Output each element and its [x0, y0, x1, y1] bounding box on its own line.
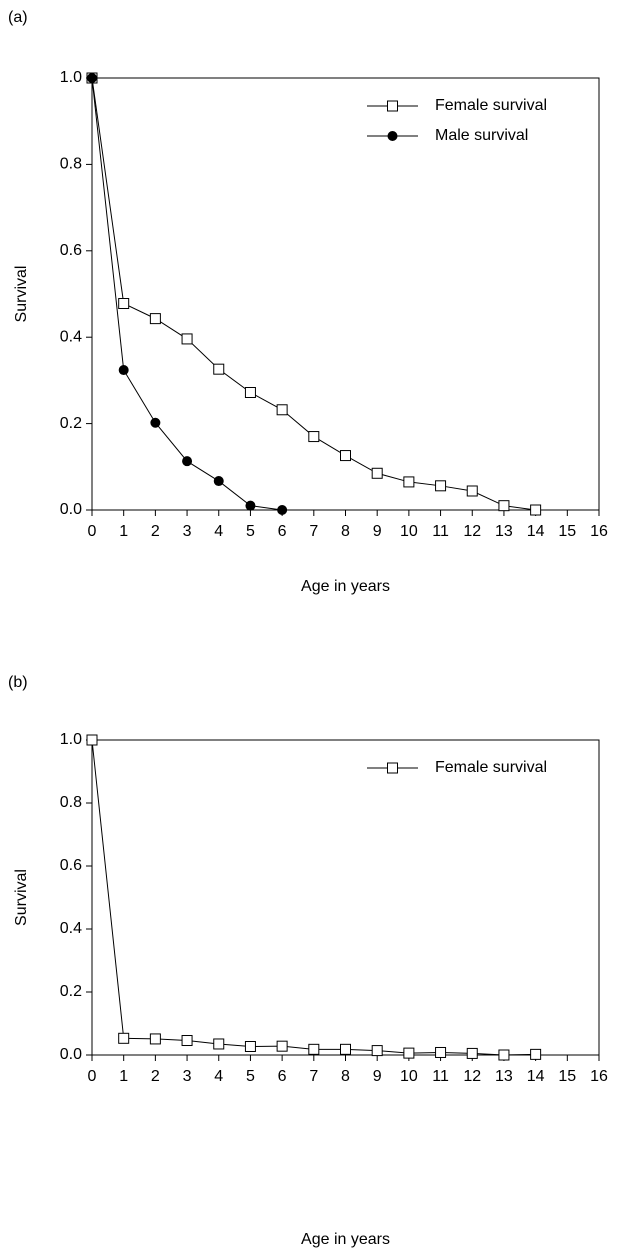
x-tick-label: 11 — [432, 523, 449, 540]
marker — [466, 485, 478, 497]
marker — [403, 1047, 415, 1059]
legend-label: Male survival — [435, 127, 528, 144]
marker — [87, 73, 97, 83]
marker — [150, 417, 161, 428]
x-tick-label: 4 — [214, 523, 223, 540]
marker — [466, 1047, 478, 1059]
x-tick-label: 11 — [432, 1068, 449, 1085]
y-tick-label: 0.6 — [60, 242, 82, 259]
legend-marker — [387, 100, 398, 112]
marker — [340, 1043, 351, 1055]
x-tick-label: 5 — [246, 523, 255, 540]
marker — [244, 1040, 256, 1052]
x-tick-label: 15 — [558, 523, 576, 540]
legend-marker — [387, 762, 398, 774]
marker — [118, 365, 129, 376]
marker — [181, 333, 193, 345]
marker — [181, 1035, 193, 1047]
x-tick-label: 16 — [590, 523, 608, 540]
x-tick-label: 1 — [119, 1068, 128, 1085]
y-tick-label: 0.4 — [60, 920, 82, 937]
x-tick-label: 5 — [246, 1068, 255, 1085]
marker — [308, 431, 320, 443]
marker — [498, 500, 510, 512]
panel-label: (a) — [8, 9, 28, 26]
x-tick-label: 13 — [495, 1068, 513, 1085]
x-tick-label: 0 — [88, 1068, 97, 1085]
x-tick-label: 12 — [463, 523, 481, 540]
marker — [213, 1038, 225, 1050]
marker — [86, 734, 98, 746]
y-tick-label: 1.0 — [60, 69, 82, 86]
y-tick-label: 1.0 — [60, 731, 82, 748]
marker — [530, 504, 542, 516]
marker — [213, 363, 225, 375]
y-tick-label: 0.2 — [60, 983, 82, 1000]
y-axis-title: Survival — [13, 869, 30, 926]
legend-marker — [387, 131, 398, 141]
legend-label: Female survival — [435, 759, 547, 776]
marker — [371, 467, 383, 479]
x-tick-label: 15 — [558, 1068, 576, 1085]
marker — [435, 1046, 447, 1058]
x-tick-label: 16 — [590, 1068, 608, 1085]
x-axis-title: Age in years — [301, 578, 390, 595]
x-tick-label: 12 — [463, 1068, 481, 1085]
x-tick-label: 2 — [151, 1068, 160, 1085]
marker — [403, 476, 415, 488]
x-tick-label: 3 — [183, 1068, 192, 1085]
y-tick-label: 0.6 — [60, 857, 82, 874]
x-tick-label: 14 — [527, 1068, 545, 1085]
marker — [149, 313, 161, 325]
marker — [340, 450, 351, 462]
marker — [498, 1049, 510, 1061]
x-tick-label: 4 — [214, 1068, 223, 1085]
x-tick-label: 8 — [341, 523, 350, 540]
marker — [308, 1043, 320, 1055]
marker — [149, 1033, 161, 1045]
y-tick-label: 0.0 — [60, 501, 82, 518]
y-tick-label: 0.2 — [60, 415, 82, 432]
x-tick-label: 13 — [495, 523, 513, 540]
marker — [118, 1032, 130, 1044]
y-tick-label: 0.8 — [60, 794, 82, 811]
y-tick-label: 0.0 — [60, 1046, 82, 1063]
marker — [182, 456, 193, 467]
x-tick-label: 8 — [341, 1068, 350, 1085]
x-tick-label: 1 — [119, 523, 128, 540]
plot-frame — [91, 739, 600, 1056]
marker — [530, 1048, 542, 1060]
x-tick-label: 0 — [88, 523, 97, 540]
series-line — [91, 77, 283, 511]
x-tick-label: 6 — [278, 523, 287, 540]
legend-label: Female survival — [435, 97, 547, 114]
x-tick-label: 9 — [373, 523, 382, 540]
marker — [118, 298, 130, 310]
panel-label: (b) — [8, 674, 28, 691]
marker — [244, 386, 256, 398]
marker — [277, 505, 288, 515]
x-tick-label: 9 — [373, 1068, 382, 1085]
marker — [213, 476, 224, 487]
x-tick-label: 7 — [309, 523, 318, 540]
marker — [371, 1045, 383, 1057]
marker — [276, 1040, 288, 1052]
x-tick-label: 2 — [151, 523, 160, 540]
x-tick-label: 6 — [278, 1068, 287, 1085]
x-tick-label: 14 — [527, 523, 545, 540]
x-tick-label: 7 — [309, 1068, 318, 1085]
series-line — [91, 739, 536, 1056]
y-axis-title: Survival — [13, 266, 30, 323]
x-tick-label: 10 — [400, 523, 418, 540]
x-tick-label: 3 — [183, 523, 192, 540]
y-tick-label: 0.4 — [60, 328, 82, 345]
y-tick-label: 0.8 — [60, 156, 82, 173]
x-axis-title: Age in years — [301, 1231, 390, 1248]
marker — [435, 480, 447, 492]
marker — [276, 404, 288, 416]
marker — [245, 500, 256, 511]
x-tick-label: 10 — [400, 1068, 418, 1085]
